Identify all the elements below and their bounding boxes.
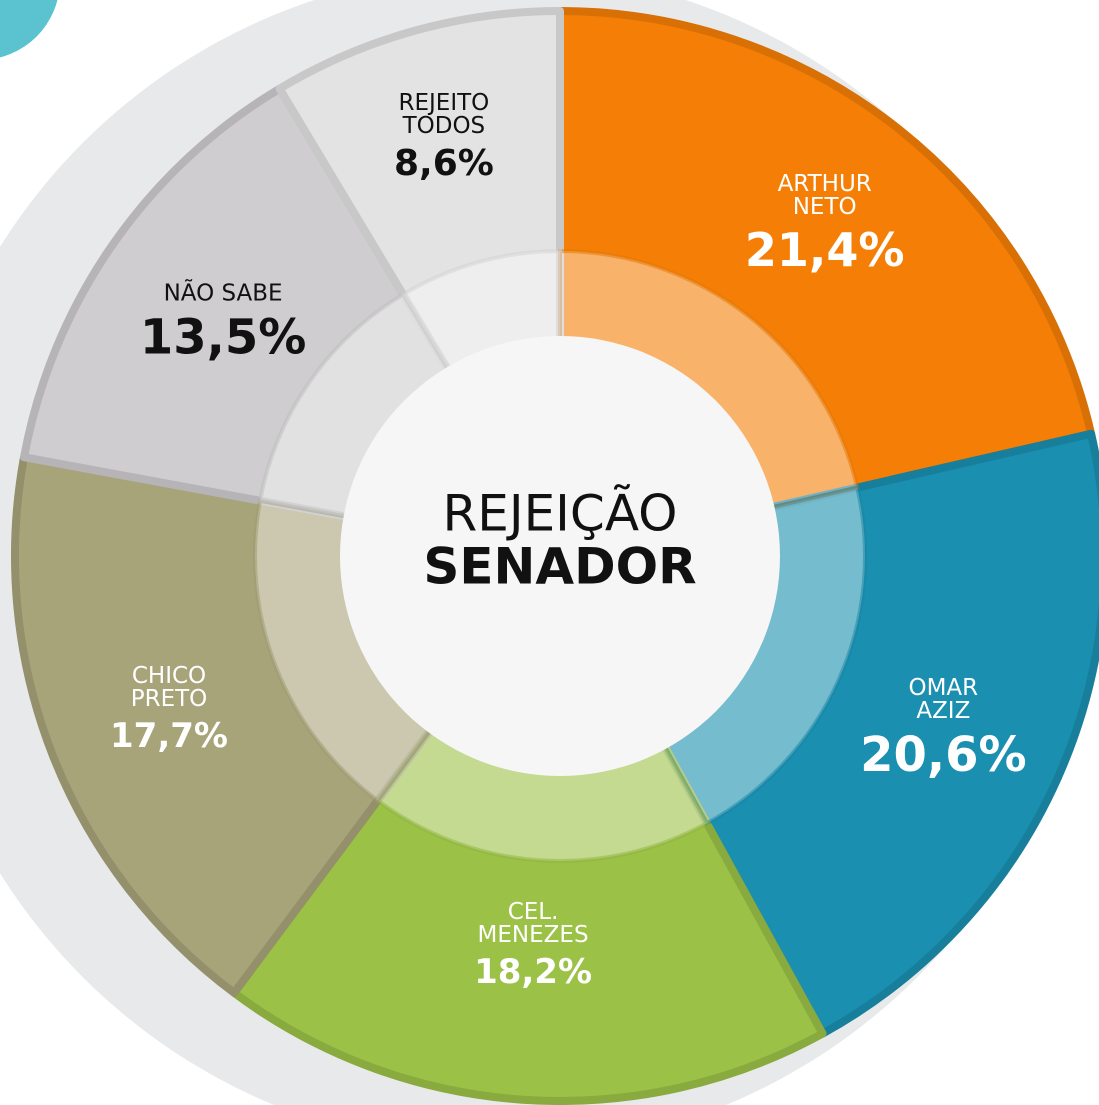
slice-label: NÃO SABE 13,5% bbox=[139, 280, 307, 366]
category-label: CEL. MENEZES bbox=[477, 899, 589, 949]
chart-subtitle: SENADOR bbox=[423, 537, 697, 595]
corner-circle bbox=[0, 0, 58, 58]
category-label: REJEITO TODOS bbox=[398, 89, 490, 139]
slice-label: REJEITO TODOS 8,6% bbox=[393, 89, 494, 184]
center-label: REJEIÇÃO SENADOR bbox=[423, 484, 697, 595]
chart-title: REJEIÇÃO bbox=[442, 484, 678, 543]
slice-label: ARTHUR NETO 21,4% bbox=[744, 171, 905, 278]
slice-label: CEL. MENEZES 18,2% bbox=[474, 899, 593, 993]
value-label: 17,7% bbox=[110, 716, 228, 757]
slice-label: OMAR AZIZ 20,6% bbox=[860, 674, 1027, 783]
value-label: 13,5% bbox=[139, 309, 307, 366]
value-label: 18,2% bbox=[474, 952, 593, 993]
category-label: CHICO PRETO bbox=[130, 663, 208, 713]
slice bbox=[230, 552, 827, 1105]
category-label: NÃO SABE bbox=[163, 280, 283, 307]
category-label: OMAR AZIZ bbox=[908, 674, 979, 724]
category-label: ARTHUR NETO bbox=[777, 171, 872, 221]
slice-label: CHICO PRETO 17,7% bbox=[110, 663, 228, 757]
value-label: 21,4% bbox=[744, 223, 905, 278]
value-label: 20,6% bbox=[860, 726, 1027, 783]
value-label: 8,6% bbox=[393, 142, 494, 184]
center-circle bbox=[340, 336, 780, 776]
